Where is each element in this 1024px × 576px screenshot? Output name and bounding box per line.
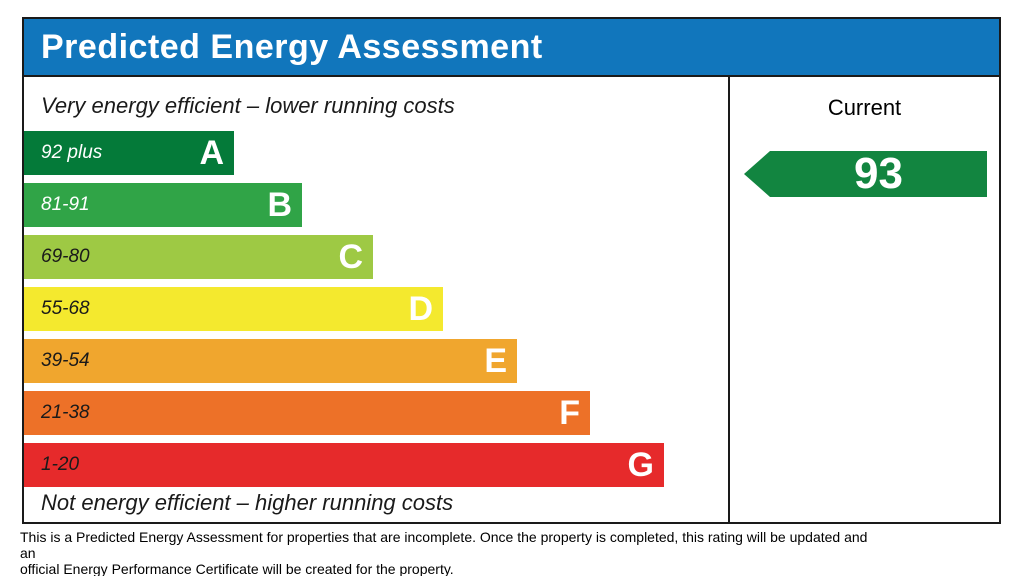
epc-band-a: 92 plus A — [24, 131, 234, 175]
band-letter: G — [627, 446, 654, 484]
band-range-label: 69-80 — [41, 246, 90, 267]
current-column-header: Current — [827, 95, 902, 120]
top-caption: Very energy efficient – lower running co… — [41, 93, 455, 118]
current-rating-value: 93 — [854, 149, 903, 198]
epc-band-c: 69-80 C — [24, 235, 373, 279]
epc-band-g: 1-20 G — [24, 443, 664, 487]
bottom-caption: Not energy efficient – higher running co… — [41, 490, 454, 515]
footnote: This is a Predicted Energy Assessment fo… — [20, 529, 880, 576]
epc-band-e: 39-54 E — [24, 339, 517, 383]
band-letter: F — [559, 394, 580, 432]
band-range-label: 81-91 — [41, 194, 90, 215]
epc-band-f: 21-38 F — [24, 391, 590, 435]
footnote-line-1: This is a Predicted Energy Assessment fo… — [20, 529, 868, 561]
band-range-label: 39-54 — [41, 350, 90, 371]
epc-band-d: 55-68 D — [24, 287, 443, 331]
footnote-line-2: official Energy Performance Certificate … — [20, 561, 454, 576]
arrow-tip-icon — [744, 151, 770, 197]
band-letter: D — [408, 290, 433, 328]
band-letter: A — [199, 134, 224, 172]
rating-bands-panel: Very energy efficient – lower running co… — [24, 77, 730, 522]
band-letter: E — [484, 342, 507, 380]
current-arrow-body: 93 — [770, 151, 987, 197]
band-range-label: 55-68 — [41, 298, 90, 319]
band-range-label: 92 plus — [41, 142, 103, 163]
chart-body: Very energy efficient – lower running co… — [24, 77, 999, 522]
band-letter: B — [267, 186, 292, 224]
epc-band-b: 81-91 B — [24, 183, 302, 227]
title-bar: Predicted Energy Assessment — [24, 19, 999, 77]
band-range-label: 1-20 — [41, 454, 80, 475]
current-rating-arrow: 93 — [730, 151, 999, 197]
band-letter: C — [338, 238, 363, 276]
band-range-label: 21-38 — [41, 402, 90, 423]
epc-bands: 92 plus A 81-91 B 69-80 C 55-68 D 39-54 E 21-38 F 1-… — [24, 131, 728, 487]
current-rating-panel: Current 93 — [730, 77, 999, 522]
epc-chart-frame: Predicted Energy Assessment Very energy … — [22, 17, 1001, 524]
page-title: Predicted Energy Assessment — [41, 27, 543, 66]
